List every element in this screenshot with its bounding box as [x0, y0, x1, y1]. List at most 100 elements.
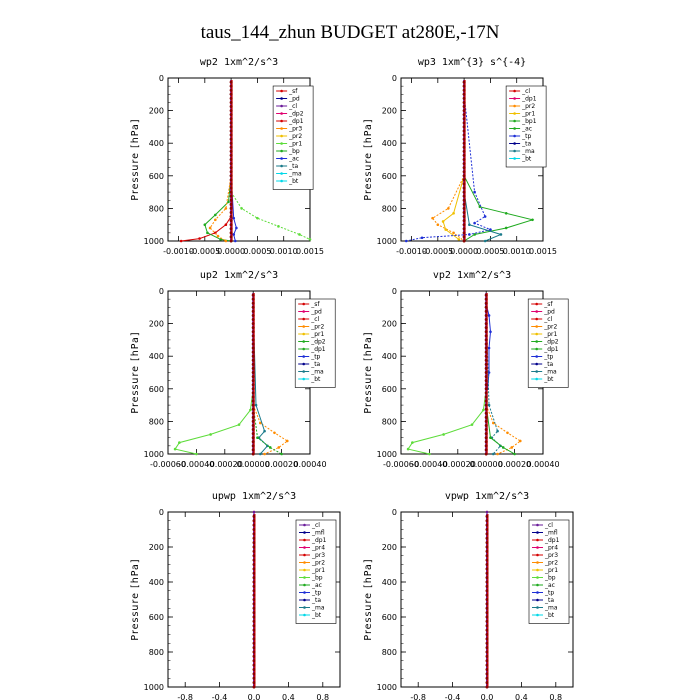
series-point	[178, 441, 181, 444]
legend-marker	[513, 97, 516, 100]
zero-profile-point	[462, 100, 466, 104]
zero-profile-point	[485, 545, 489, 549]
zero-profile-point	[252, 619, 256, 623]
zero-profile-point	[484, 432, 488, 436]
zero-profile-point	[462, 227, 466, 231]
zero-profile-point	[462, 88, 466, 92]
legend-entry: _bt	[288, 178, 299, 185]
y-axis-label: Pressure [hPa]	[363, 118, 374, 200]
x-tick-label: 0.8	[549, 693, 562, 700]
zero-profile-point	[229, 215, 233, 219]
zero-profile-point	[462, 210, 466, 214]
series-point	[492, 421, 495, 425]
zero-profile-point	[485, 681, 489, 685]
series-point	[237, 423, 241, 426]
legend-marker	[302, 377, 306, 381]
zero-profile-point	[251, 391, 255, 395]
panel-title: wp2 1xm^2/s^3	[200, 57, 278, 68]
zero-profile-point	[252, 633, 256, 636]
zero-profile-point	[252, 672, 256, 676]
zero-profile-point	[251, 293, 255, 297]
zero-profile-point	[462, 219, 466, 223]
series-point	[298, 233, 301, 236]
x-tick-label: 0.8	[316, 693, 329, 700]
zero-profile-point	[251, 419, 255, 423]
x-tick-label: 0.00020	[498, 460, 531, 469]
series-point	[444, 228, 448, 231]
series-point	[504, 226, 508, 230]
x-tick-label: -0.00060	[383, 460, 419, 469]
zero-profile-point	[251, 383, 255, 387]
series-line	[407, 307, 487, 455]
y-tick-label: 600	[149, 613, 164, 622]
legend-marker	[303, 553, 306, 557]
series-line	[485, 307, 522, 455]
zero-profile-point	[229, 162, 233, 166]
zero-profile-point	[251, 379, 255, 383]
zero-profile-point	[485, 668, 489, 671]
zero-profile-point	[229, 158, 233, 161]
zero-profile-point	[462, 113, 466, 117]
series-point	[214, 213, 217, 217]
legend-marker	[280, 97, 283, 100]
legend-marker	[303, 576, 306, 579]
zero-profile-point	[484, 440, 488, 444]
legend-entry: _pr3	[544, 552, 558, 559]
zero-profile-point	[229, 96, 233, 100]
series-line	[463, 94, 503, 242]
zero-profile-point	[484, 330, 488, 334]
zero-profile-point	[485, 663, 489, 667]
zero-profile-point	[485, 611, 489, 615]
series-line	[431, 94, 465, 242]
zero-profile-point	[484, 313, 488, 317]
series-line	[442, 94, 465, 240]
zero-profile-point	[229, 178, 233, 182]
series-point	[441, 220, 445, 223]
series-point	[232, 233, 236, 236]
y-axis-label: Pressure [hPa]	[363, 331, 374, 413]
series-line	[204, 94, 232, 242]
y-tick-label: 400	[382, 578, 397, 587]
panel-1: wp2 1xm^2/s^3 0 200 400 600 800 1000-0.0010-0.…	[130, 57, 324, 256]
y-tick-label: 200	[382, 543, 397, 552]
y-tick-label: 200	[382, 107, 397, 116]
legend-entry: _cl	[521, 88, 530, 95]
legend-entry: _pr2	[310, 324, 324, 331]
zero-profile-point	[229, 186, 233, 190]
zero-profile-point	[462, 182, 466, 186]
series-point	[489, 330, 492, 334]
series-point	[285, 439, 289, 443]
legend-entry: _ta	[310, 361, 320, 368]
zero-profile-point	[252, 637, 256, 641]
zero-profile-point	[484, 322, 488, 326]
legend-marker	[303, 591, 306, 594]
zero-profile-point	[462, 109, 466, 113]
series-point	[252, 510, 256, 514]
zero-profile-point	[485, 685, 489, 689]
legend-entry: _pr1	[543, 331, 557, 338]
legend-marker	[536, 591, 539, 594]
legend-marker	[280, 127, 283, 130]
y-tick-label: 200	[382, 320, 397, 329]
series-point	[431, 216, 434, 220]
series-point	[473, 190, 476, 194]
legend-entry: _pr1	[288, 141, 302, 148]
legend-entry: _dp2	[543, 339, 559, 346]
legend-entry: _ac	[544, 582, 555, 589]
zero-profile-point	[485, 576, 489, 580]
series-point	[254, 403, 258, 407]
y-tick-label: 800	[149, 417, 164, 426]
series-point	[442, 433, 445, 436]
y-tick-label: 800	[149, 648, 164, 657]
zero-profile-point	[251, 305, 255, 309]
legend-marker	[302, 355, 306, 358]
legend-entry: _ta	[544, 597, 554, 604]
legend-entry: _pr2	[288, 133, 302, 140]
zero-profile-point	[252, 593, 256, 597]
series-point	[531, 218, 534, 222]
zero-profile-point	[252, 628, 256, 632]
zero-profile-point	[484, 403, 488, 407]
y-tick-label: 200	[149, 320, 164, 329]
legend-marker	[302, 302, 306, 306]
legend-marker	[536, 538, 539, 542]
